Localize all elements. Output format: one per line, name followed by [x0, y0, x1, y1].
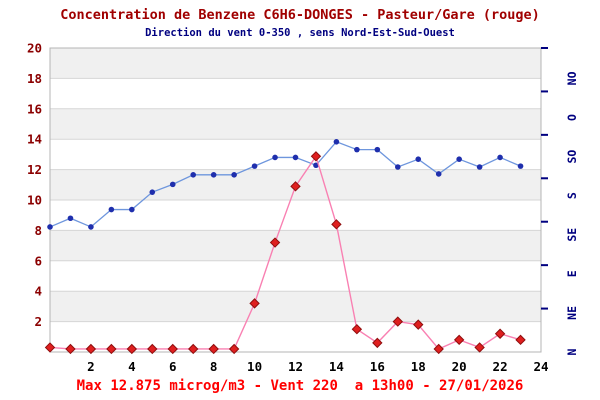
wind-direction-label: O — [565, 114, 579, 121]
benzene-point — [106, 343, 117, 355]
wind-direction-label: N — [565, 348, 579, 355]
wind-point — [292, 154, 299, 161]
plot-band — [50, 48, 541, 79]
wind-direction-label: NE — [565, 306, 579, 320]
wind-point — [169, 181, 176, 188]
wind-point — [354, 146, 360, 153]
x-tick-label: 2 — [87, 359, 95, 374]
benzene-point — [167, 343, 178, 355]
benzene-series — [44, 151, 526, 355]
wind-direction-label: S — [565, 192, 579, 199]
benzene-point — [188, 343, 199, 355]
benzene-point — [331, 219, 342, 230]
wind-point — [456, 156, 462, 162]
x-tick-label: 14 — [329, 359, 344, 374]
x-tick-label: 16 — [370, 359, 385, 374]
wind-point — [108, 206, 115, 213]
wind-point — [88, 224, 94, 230]
wind-point — [47, 224, 53, 230]
wind-point — [190, 172, 197, 178]
wind-point — [231, 172, 237, 178]
wind-point — [415, 156, 422, 162]
wind-direction-label: SO — [565, 150, 579, 164]
wind-direction-label: NO — [565, 71, 579, 85]
wind-point — [272, 154, 278, 161]
y-tick-label: 20 — [27, 41, 42, 56]
benzene-point — [126, 343, 138, 355]
plot-band — [50, 291, 541, 322]
benzene-point — [208, 343, 219, 355]
y-tick-label: 8 — [34, 223, 42, 238]
wind-point — [497, 154, 503, 161]
wind-point — [476, 164, 483, 170]
plot-bands — [50, 48, 541, 322]
benzene-point — [228, 343, 240, 355]
benzene-point — [453, 334, 465, 346]
x-tick-label: 18 — [411, 359, 426, 374]
y-tick-label: 18 — [27, 71, 42, 86]
benzene-point — [147, 343, 158, 355]
wind-direction-axis-labels: N NE E SE S SO O NO — [565, 71, 579, 355]
wind-point — [251, 163, 258, 169]
y-tick-label: 4 — [34, 284, 42, 299]
benzene-point — [310, 151, 322, 162]
x-tick-label: 12 — [288, 359, 303, 374]
x-axis-labels: 2 4 6 8 10 12 14 16 18 20 22 24 — [87, 359, 548, 374]
plot-band — [50, 108, 541, 140]
benzene-point — [249, 298, 260, 309]
x-tick-label: 22 — [493, 359, 508, 374]
right-axis-ticks — [541, 47, 548, 310]
wind-direction-series — [47, 139, 524, 230]
y-tick-label: 10 — [27, 193, 42, 208]
benzene-point — [372, 337, 383, 349]
chart-title: Concentration de Benzene C6H6-DONGES - P… — [60, 7, 540, 23]
y-tick-label: 6 — [34, 253, 42, 268]
left-axis-labels: 2 4 6 8 10 12 14 16 18 20 — [27, 41, 42, 330]
plot-frame — [49, 47, 542, 353]
wind-point — [313, 162, 319, 169]
x-tick-label: 8 — [210, 359, 218, 374]
wind-point — [374, 146, 381, 153]
max-annotation: Max 12.875 microg/m3 - Vent 220 a 13h00 … — [76, 378, 524, 394]
x-tick-label: 20 — [452, 359, 467, 374]
benzene-point — [515, 334, 526, 346]
benzene-point — [392, 316, 403, 327]
x-tick-label: 6 — [169, 359, 177, 374]
wind-point — [435, 171, 442, 177]
wind-point — [67, 215, 74, 222]
benzene-point — [494, 328, 506, 339]
benzene-point — [413, 319, 424, 330]
x-tick-label: 24 — [533, 359, 548, 374]
wind-point — [210, 172, 217, 178]
wind-point — [394, 164, 401, 170]
benzene-point — [474, 342, 485, 353]
wind-point — [129, 206, 135, 213]
y-tick-label: 14 — [27, 132, 42, 147]
wind-direction-label: E — [565, 270, 579, 277]
y-tick-label: 12 — [27, 162, 42, 177]
x-tick-label: 10 — [247, 359, 262, 374]
wind-point — [149, 189, 156, 195]
benzene-point — [65, 343, 76, 355]
benzene-point — [44, 342, 56, 353]
wind-direction-label: SE — [565, 228, 579, 242]
benzene-point — [433, 343, 444, 355]
y-tick-label: 2 — [34, 314, 42, 329]
y-tick-label: 16 — [27, 101, 42, 116]
wind-line — [49, 141, 521, 228]
plot-band — [50, 230, 541, 261]
benzene-point — [269, 237, 281, 248]
benzene-point — [351, 323, 363, 335]
x-tick-label: 4 — [128, 359, 136, 374]
benzene-point — [290, 181, 301, 192]
chart-subtitle: Direction du vent 0-350 , sens Nord-Est-… — [145, 27, 455, 39]
wind-point — [333, 139, 340, 145]
benzene-point — [85, 343, 97, 355]
wind-point — [517, 163, 524, 169]
gridlines — [50, 77, 541, 323]
